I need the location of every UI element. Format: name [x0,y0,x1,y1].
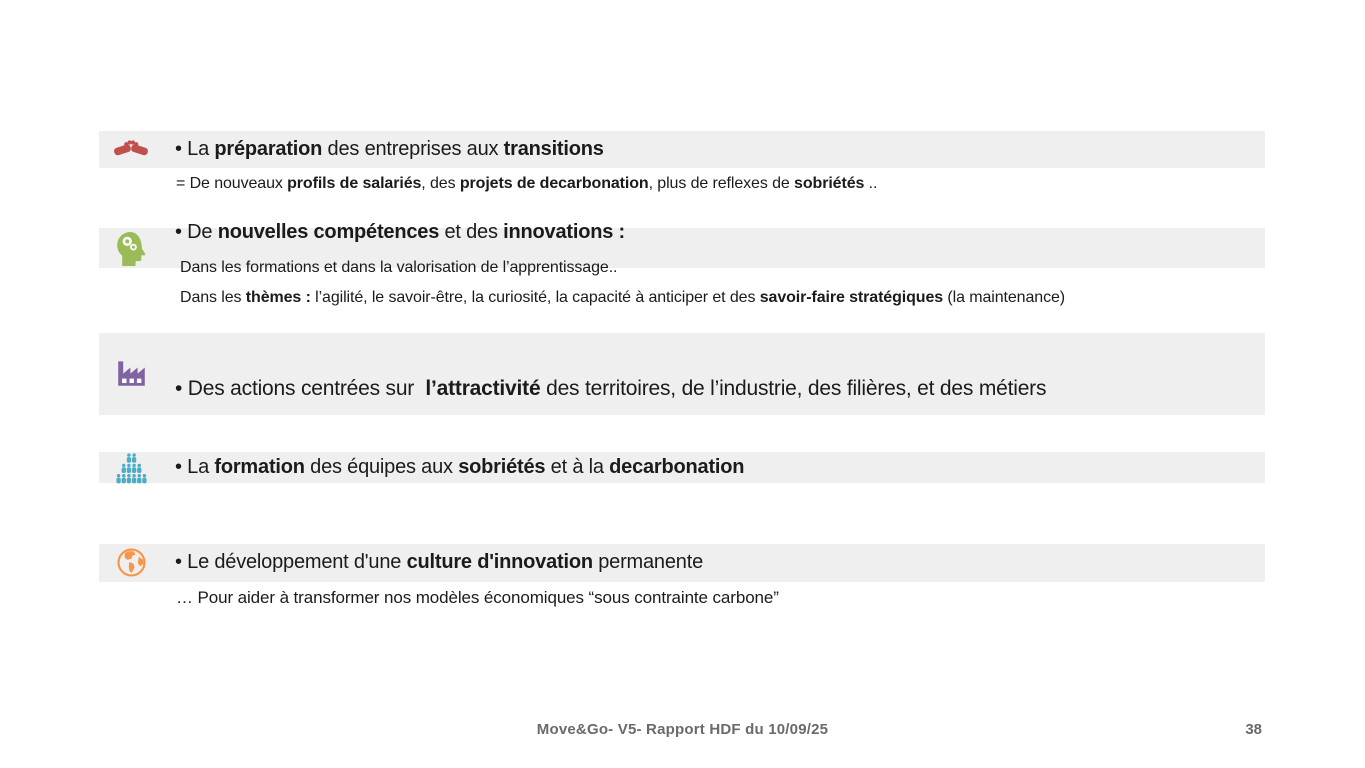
bullet-heading-preparation: • La préparation des entreprises aux tra… [175,138,604,160]
bullet-heading-culture-innovation: • Le développement d'une culture d'innov… [175,551,703,573]
highlight-band [99,131,1265,168]
globe-icon [115,546,147,578]
bullet-heading-formation: • La formation des équipes aux sobriétés… [175,456,745,478]
subline-themes: Dans les thèmes : l’agilité, le savoir-ê… [180,289,1065,306]
subline-modeles-economiques: … Pour aider à transformer nos modèles é… [176,588,779,607]
bullet-heading-competences: • De nouvelles compétences et des innova… [175,221,625,243]
head-gears-icon [114,230,148,267]
bullet-heading-attractivite: • Des actions centrées sur l’attractivit… [175,377,1047,400]
footer-caption: Move&Go- V5- Rapport HDF du 10/09/25 [536,721,829,738]
highlight-band [99,452,1265,483]
handshake-icon [112,133,150,163]
subline-preparation: = De nouveaux profils de salariés, des p… [176,175,878,192]
highlight-band [99,544,1265,582]
highlight-band [99,333,1265,415]
page-number: 38 [1245,721,1262,738]
factory-icon [115,355,147,389]
highlight-band [99,228,1265,268]
subline-formations: Dans les formations et dans la valorisat… [180,259,618,276]
crowd-icon [114,449,148,487]
